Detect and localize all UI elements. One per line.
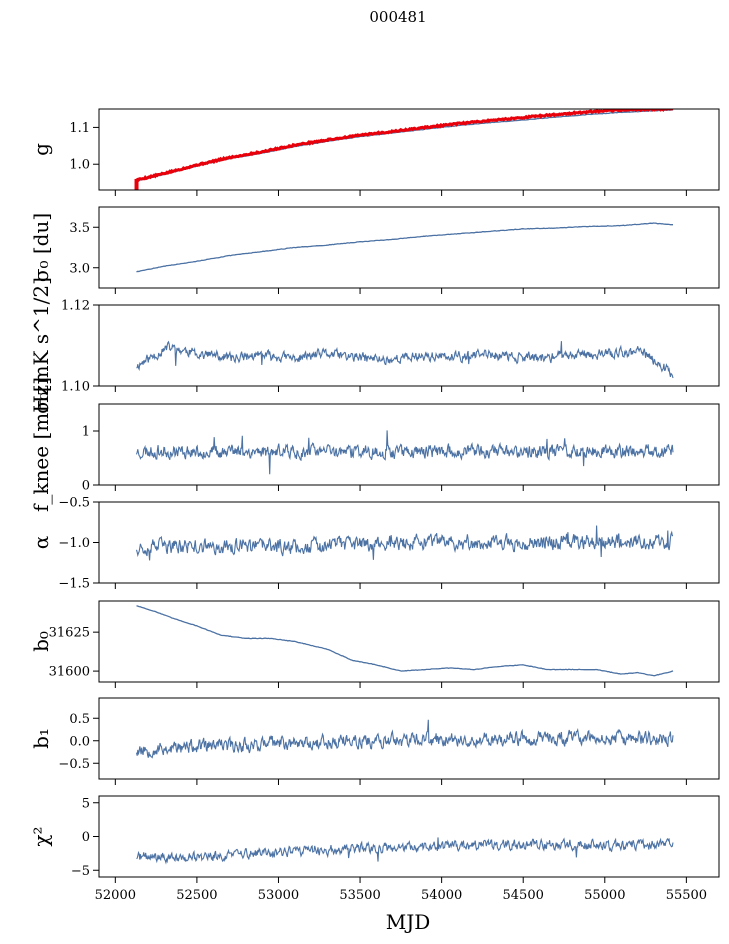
y-tick-label: 3.0 [69,261,90,276]
panel-4: 0 1 f_knee [mHz] [29,377,720,512]
axes-frame [98,600,720,683]
axes-frame [98,501,720,584]
y-tick-label: −0.5 [58,757,90,772]
y-tick-label: 31600 [49,665,90,680]
axes-frame [98,206,720,289]
y-tick-label: 1.10 [61,380,90,395]
x-tick-label: 53000 [258,888,299,903]
x-tick-label: 53500 [339,888,380,903]
x-tick-label: 55500 [666,888,707,903]
series-line [135,430,674,475]
series-line [136,222,673,273]
panel-5: −1.5 −1.0 −0.5 α [29,496,720,592]
y-tick-label: 1.0 [69,158,90,173]
y-axis-label: b₁ [29,728,53,749]
y-tick-label: 1.1 [69,121,90,136]
series-line [136,605,674,677]
plot-area [134,109,674,190]
plot-area [136,340,674,379]
axes-frame [98,795,720,878]
y-axis-label: σ₀ [du] [29,213,53,282]
series-line [136,837,674,865]
panel-2: 3.0 3.5 σ₀ [du] [29,206,720,294]
x-tick-label: 54500 [503,888,544,903]
y-tick-label: 3.5 [69,221,90,236]
axes-frame [98,403,720,486]
panel-8: −5 0 5 52000 52500 53000 53500 54000 54500 55000 5… [29,795,720,903]
panels: 1.0 1.1 g 3.0 3.5 σ₀ [du] 1.10 1.12 σ₀[mK s^1/2]… [29,108,720,903]
plot-area [136,605,674,677]
plot-area [135,430,674,475]
plot-area [136,222,673,273]
y-tick-label: 31625 [49,626,90,641]
plot-area [135,525,674,561]
y-tick-label: −5 [71,864,90,879]
series-line [135,525,674,561]
y-tick-label: 0 [82,830,90,845]
series-line [136,109,674,182]
x-tick-label: 52500 [176,888,217,903]
y-tick-label: 1.12 [61,299,90,314]
y-tick-label: −1.0 [58,536,90,551]
figure-title: 000481 [369,8,426,26]
axes-frame [98,304,720,387]
y-tick-label: −1.5 [58,577,90,592]
panel-1: 1.0 1.1 g [29,108,720,196]
y-tick-label: 1 [82,425,90,440]
y-tick-label: 0.0 [69,734,90,749]
x-tick-label: 54000 [421,888,462,903]
y-axis-label: α [29,536,53,550]
y-tick-label: −0.5 [58,496,90,511]
series-line-model [135,109,674,182]
series-line [135,719,674,759]
y-tick-label: 0.5 [69,712,90,727]
y-tick-label: 0 [82,479,90,494]
panel-7: −0.5 0.0 0.5 b₁ [29,697,720,785]
y-tick-label: 5 [82,796,90,811]
plot-area [135,719,674,759]
x-axis-label: MJD [386,910,431,934]
axes-frame [98,697,720,780]
x-tick-label: 55000 [584,888,625,903]
plot-area [136,837,674,865]
y-axis-label: g [29,143,53,156]
y-axis-label: b₀ [29,631,53,652]
y-axis-label: f_knee [mHz] [29,377,53,512]
x-tick-label: 52000 [95,888,136,903]
panel-3: 1.10 1.12 σ₀[mK s^1/2] [29,277,720,414]
y-axis-label: σ₀[mK s^1/2] [29,277,53,414]
series-line [136,340,674,379]
axes-frame [98,108,720,191]
y-axis-label: χ² [29,826,53,846]
